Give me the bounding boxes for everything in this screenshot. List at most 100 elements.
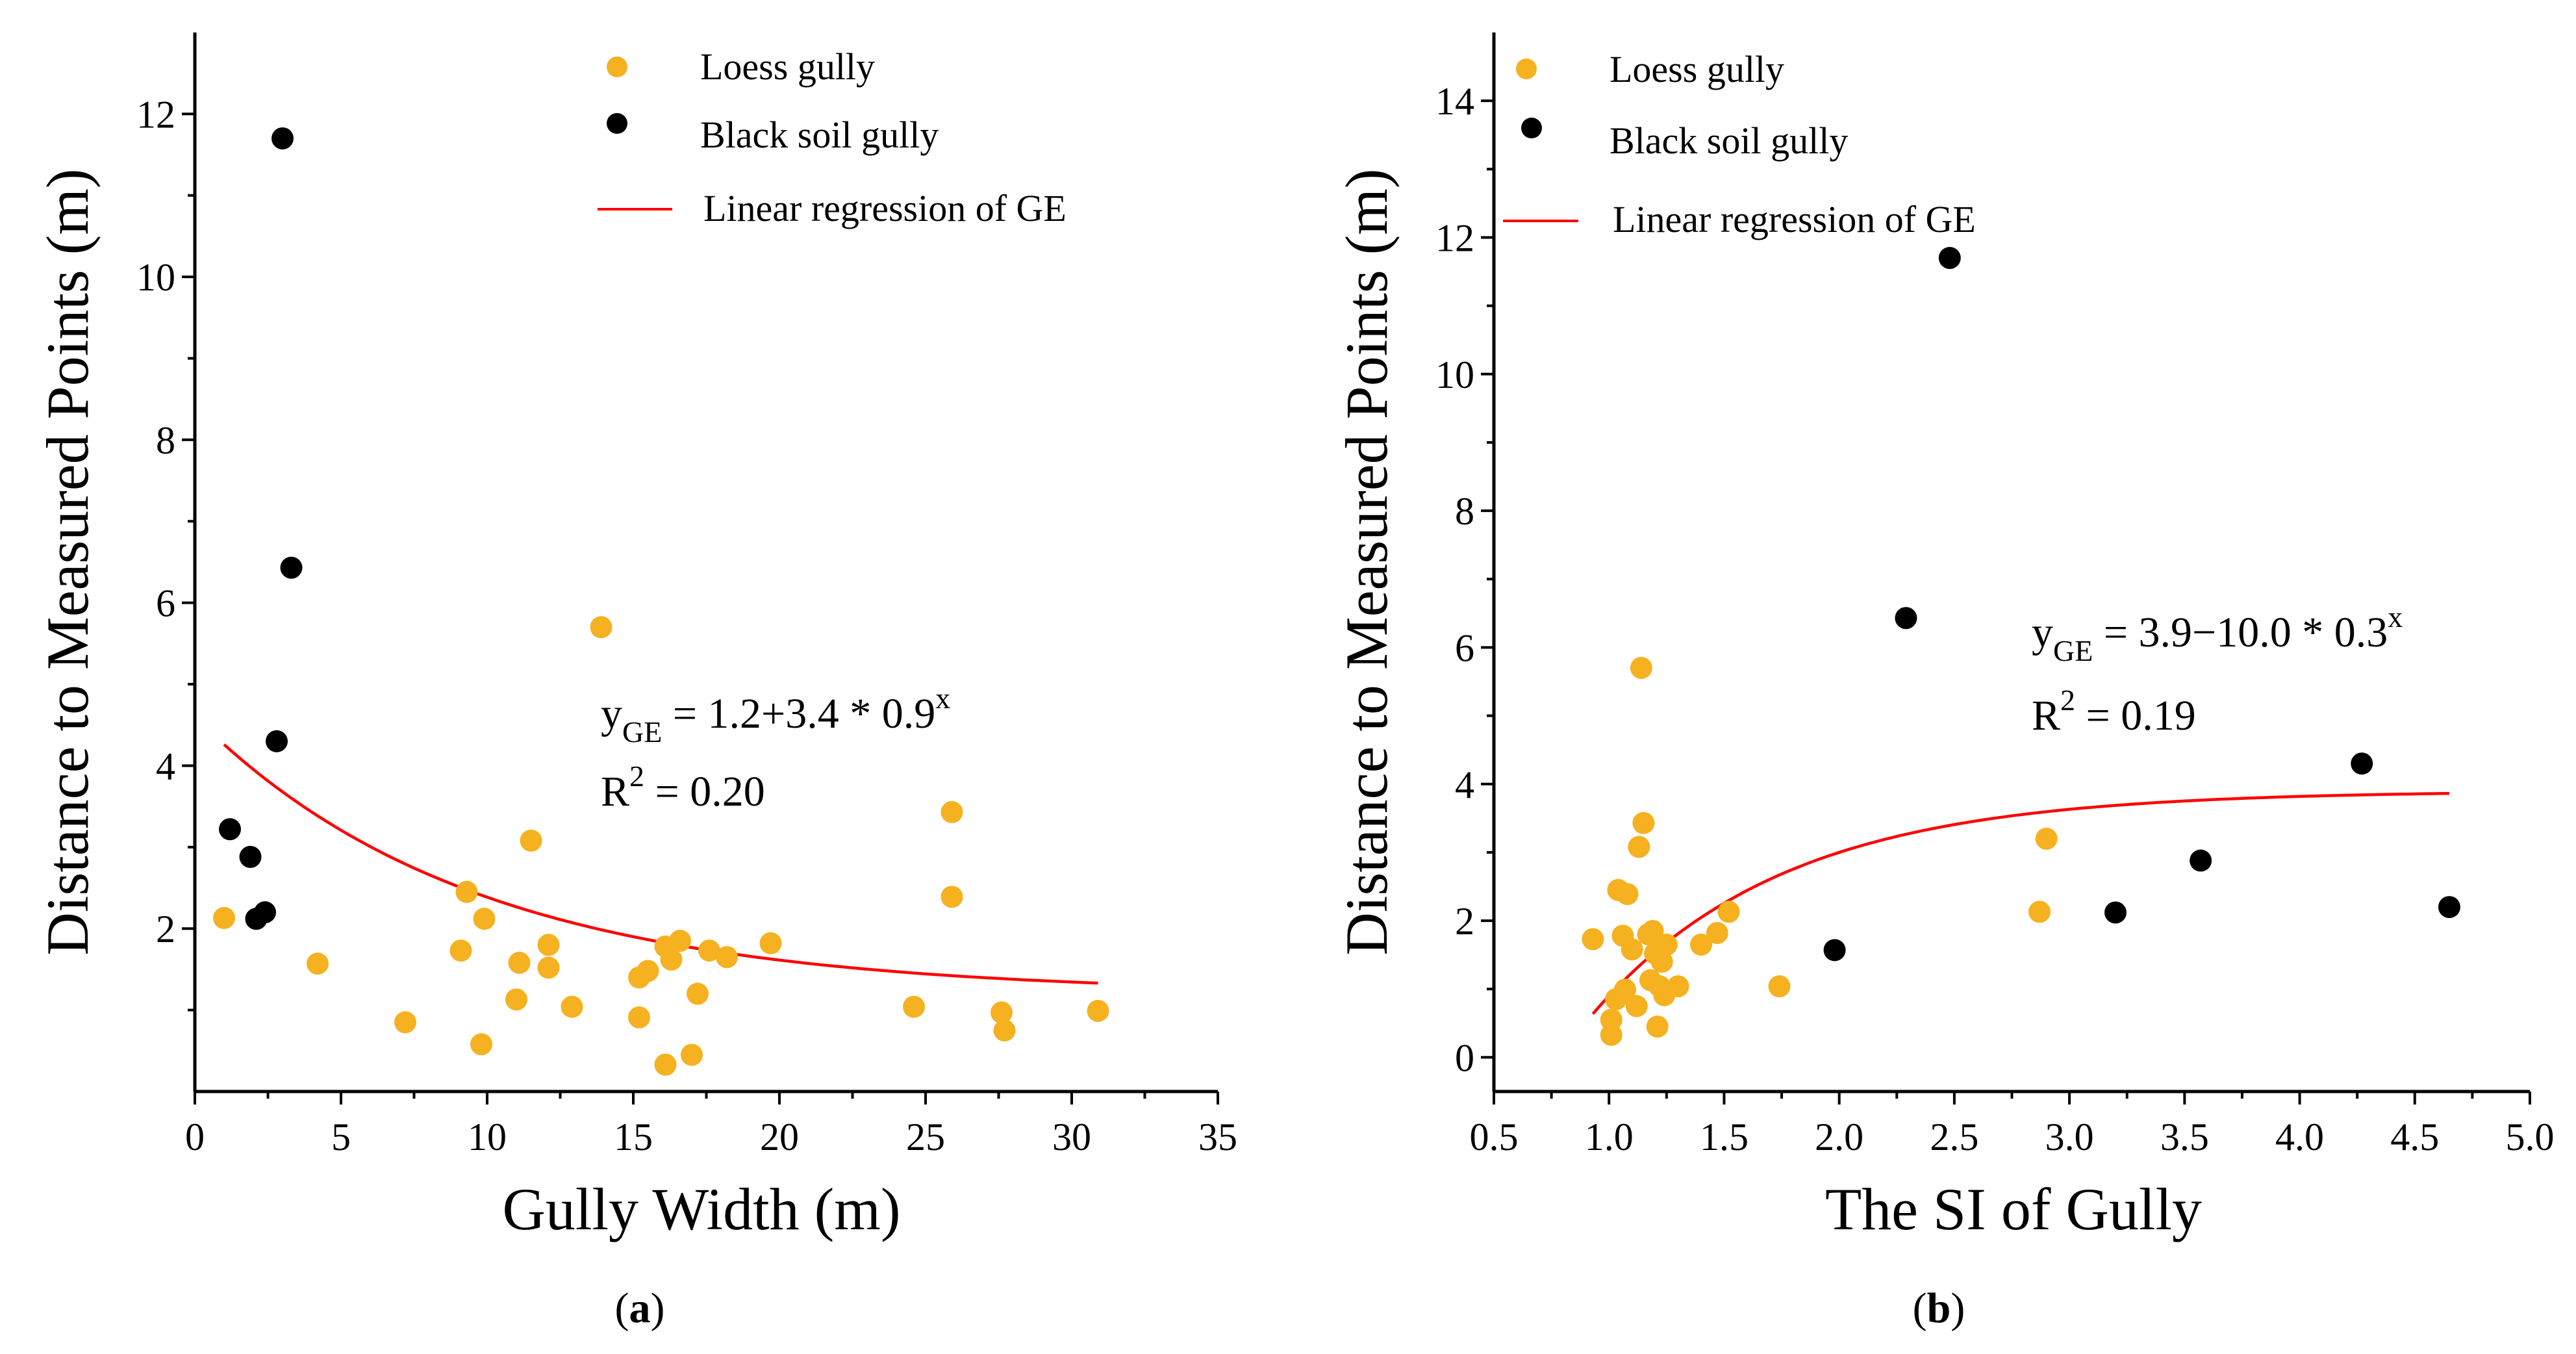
x-tick-label: 10 [468,1116,507,1158]
loess-point [1717,901,1740,923]
y-tick-label: 6 [156,582,175,625]
x-tick-label: 25 [906,1116,945,1158]
panel-b-equation-r2: R2 = 0.19 [2032,683,2196,739]
loess-point [1646,1016,1669,1038]
loess-point [941,800,963,823]
loess-point [1628,836,1650,858]
loess-point [698,939,720,962]
black-soil-point [1938,247,1961,270]
legend-loess-marker [607,57,627,77]
panel-b: 0.5 1.0 1.5 2.0 2.5 3.0 3.5 4.0 4.5 5.0 0 2 4 6 8 10 12 1… [1333,32,2555,1332]
x-tick-label: 3.5 [2160,1116,2209,1158]
x-tick-label: 3.0 [2045,1116,2094,1158]
panel-a-equation: yGE = 1.2+3.4 * 0.9x R2 = 0.20 [601,682,950,815]
panel-b-equation-formula: yGE = 3.9−10.0 * 0.3x [2032,600,2403,667]
loess-point [1706,922,1728,945]
loess-point [449,939,472,962]
y-tick-label: 2 [1455,900,1474,943]
x-tick-label: 5 [331,1116,351,1158]
loess-point [1630,657,1652,679]
loess-point [654,1053,677,1076]
loess-point [941,886,963,908]
legend-black-soil-label: Black soil gully [1610,120,1848,162]
loess-point [991,1001,1013,1024]
loess-point [637,960,659,982]
loess-point [687,982,709,1005]
panel-b-legend: Loess gully Black soil gully Linear regr… [1503,48,1976,240]
panel-b-points [1582,247,2460,1046]
loess-point [470,1033,492,1056]
legend-regression-label: Linear regression of GE [703,187,1067,229]
black-soil-point [254,901,276,924]
loess-point [1690,933,1712,956]
loess-point [537,934,560,956]
legend-black-soil-marker [1521,118,1542,138]
legend-loess-label: Loess gully [1610,48,1784,90]
loess-point [537,956,560,979]
y-tick-label: 4 [1455,763,1474,806]
loess-point [2035,827,2058,850]
loess-point [1632,811,1655,834]
loess-point [307,952,329,975]
y-tick-label: 12 [1435,216,1474,259]
loess-point [759,932,782,954]
panel-b-label: (b) [1913,1284,1965,1332]
panel-a-y-axis-title: Distance to Measured Points (m) [34,168,101,955]
loess-point [681,1043,703,1066]
x-tick-label: 1.0 [1585,1116,1634,1158]
loess-point [505,988,527,1011]
panel-b-y-axis-title: Distance to Measured Points (m) [1333,168,1400,955]
panel-a-legend: Loess gully Black soil gully Linear regr… [598,45,1067,229]
loess-point [394,1011,416,1034]
loess-point [1087,999,1109,1022]
panel-a-label: (a) [615,1284,665,1332]
x-tick-label: 2.0 [1815,1116,1863,1158]
loess-point [1614,978,1637,1001]
x-tick-label: 2.5 [1930,1116,1978,1158]
legend-black-soil-marker [607,113,627,134]
panel-a-x-axis-title: Gully Width (m) [502,1176,900,1242]
black-soil-point [2438,896,2460,919]
loess-point [628,1006,650,1028]
y-tick-label: 8 [1455,490,1474,533]
x-tick-label: 35 [1198,1116,1237,1158]
loess-point [508,951,531,974]
panel-a-equation-formula: yGE = 1.2+3.4 * 0.9x [601,682,950,748]
panel-b-regression [1591,791,2449,1015]
panel-a-ticks [182,112,1219,1105]
legend-loess-label: Loess gully [700,45,875,88]
panel-a-points [213,127,1109,1076]
loess-point [1768,975,1791,998]
black-soil-point [1895,607,1917,630]
black-soil-point [271,127,294,149]
y-tick-label: 6 [1455,626,1474,669]
loess-point [1625,995,1648,1017]
loess-point [520,829,542,852]
y-tick-label: 10 [136,256,175,299]
loess-point [1641,919,1664,942]
loess-point [213,906,235,929]
panel-b-equation: yGE = 3.9−10.0 * 0.3x R2 = 0.19 [2032,600,2403,739]
legend-loess-marker [1516,58,1537,79]
loess-point [1600,1023,1623,1046]
y-tick-label: 4 [156,745,175,787]
regression-curve [1591,791,2449,1015]
y-tick-label: 8 [156,419,175,462]
loess-point [455,880,478,903]
loess-point [473,908,496,930]
black-soil-point [280,556,303,579]
loess-point [903,995,925,1018]
panel-b-ticks [1481,99,2531,1105]
black-soil-point [1823,939,1846,962]
x-tick-label: 20 [760,1116,799,1158]
x-tick-label: 0.5 [1470,1116,1519,1158]
loess-point [660,948,683,971]
loess-point [669,930,691,952]
x-tick-label: 30 [1052,1116,1091,1158]
legend-black-soil-label: Black soil gully [700,114,939,156]
y-tick-label: 14 [1435,80,1474,123]
x-tick-label: 4.0 [2275,1116,2324,1158]
loess-point [2028,901,2051,923]
black-soil-point [266,730,288,752]
